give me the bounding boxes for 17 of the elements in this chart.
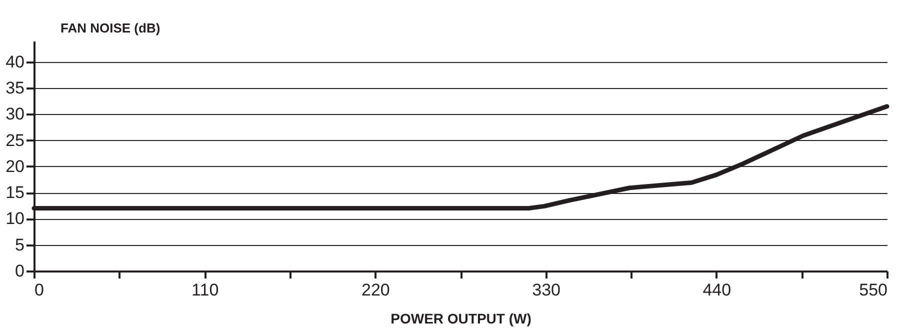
x-tick-label: 110 xyxy=(192,280,219,300)
x-tick-label: 220 xyxy=(362,280,390,300)
y-tick-label: 0 xyxy=(15,262,24,280)
y-tick-label: 40 xyxy=(6,52,24,72)
x-tick-label: 330 xyxy=(532,280,560,300)
y-tick-label: 15 xyxy=(6,183,24,202)
y-tick-label: 35 xyxy=(6,78,24,98)
y-tick-label: 25 xyxy=(6,130,24,150)
x-tick-label: 0 xyxy=(34,280,44,300)
y-tick-label: 20 xyxy=(6,156,24,176)
x-tick-label: 440 xyxy=(702,280,732,300)
y-tick-label: 10 xyxy=(6,209,24,228)
x-axis-title: POWER OUTPUT (W) xyxy=(390,310,532,326)
y-tick-label: 30 xyxy=(6,104,24,124)
y-axis-title: FAN NOISE (dB) xyxy=(60,20,160,36)
y-tick-label: 5 xyxy=(15,235,24,254)
x-tick-label: 550 xyxy=(859,280,888,300)
